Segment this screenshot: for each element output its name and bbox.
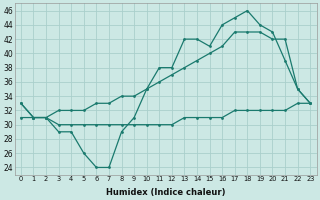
X-axis label: Humidex (Indice chaleur): Humidex (Indice chaleur) bbox=[106, 188, 225, 197]
